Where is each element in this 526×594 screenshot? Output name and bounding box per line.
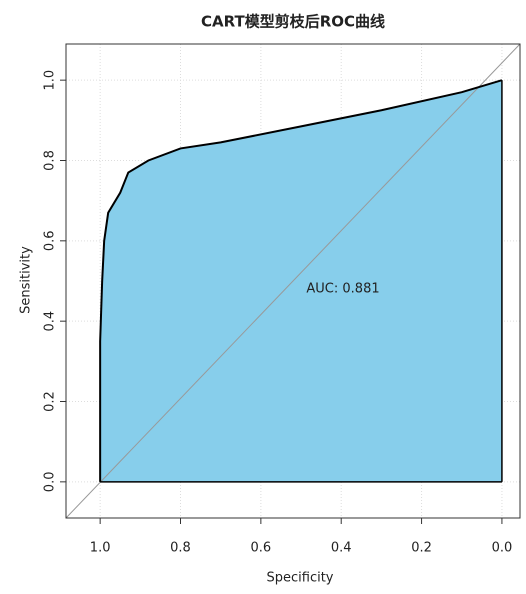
x-tick-label: 0.6 bbox=[251, 541, 272, 556]
y-tick-label: 1.0 bbox=[43, 70, 58, 91]
roc-area bbox=[100, 80, 502, 482]
x-tick-label: 1.0 bbox=[90, 541, 111, 556]
y-tick-label: 0.8 bbox=[43, 150, 58, 171]
x-tick-label: 0.8 bbox=[170, 541, 191, 556]
annotation: AUC: 0.881 bbox=[306, 282, 379, 297]
y-tick-label: 0.4 bbox=[43, 311, 58, 332]
plot-frame bbox=[65, 43, 521, 519]
y-tick-label: 0.2 bbox=[43, 391, 58, 412]
y-tick-label: 0.6 bbox=[43, 230, 58, 251]
x-axis-label: Specificity bbox=[267, 571, 334, 586]
chart-title: CART模型剪枝后ROC曲线 bbox=[201, 13, 385, 31]
y-tick-label: 0.0 bbox=[43, 472, 58, 493]
x-tick-label: 0.4 bbox=[331, 541, 352, 556]
roc-line bbox=[99, 79, 503, 482]
x-tick-label: 0.0 bbox=[492, 541, 513, 556]
diagonal bbox=[65, 43, 521, 519]
x-tick-label: 0.2 bbox=[411, 541, 432, 556]
y-axis-label: Sensitivity bbox=[19, 246, 34, 314]
